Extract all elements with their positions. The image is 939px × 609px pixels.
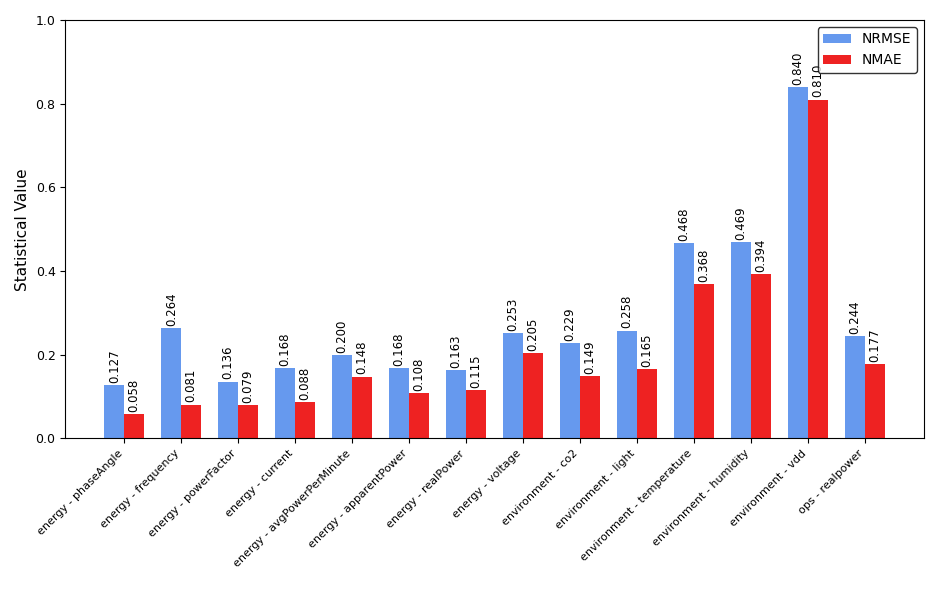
Bar	[239, 406, 258, 438]
Text: 0.108: 0.108	[412, 358, 425, 391]
Bar	[124, 414, 145, 438]
Text: 0.088: 0.088	[299, 366, 312, 400]
Bar	[523, 353, 543, 438]
Bar	[104, 385, 124, 438]
Text: 0.081: 0.081	[185, 369, 198, 403]
Text: 0.229: 0.229	[563, 307, 577, 340]
Text: 0.136: 0.136	[222, 346, 235, 379]
Bar	[352, 376, 372, 438]
Bar	[295, 402, 316, 438]
Bar	[503, 333, 523, 438]
Text: 0.168: 0.168	[393, 333, 406, 366]
Text: 0.149: 0.149	[583, 340, 596, 374]
Bar	[181, 404, 201, 438]
Text: 0.079: 0.079	[241, 370, 254, 403]
Bar	[674, 242, 694, 438]
Text: 0.148: 0.148	[356, 341, 369, 375]
Text: 0.394: 0.394	[755, 238, 767, 272]
Bar	[332, 355, 352, 438]
Text: 0.264: 0.264	[164, 292, 177, 326]
Bar	[390, 368, 409, 438]
Text: 0.127: 0.127	[108, 350, 121, 383]
Bar	[617, 331, 637, 438]
Text: 0.253: 0.253	[507, 297, 519, 331]
Bar	[409, 393, 429, 438]
Bar	[580, 376, 600, 438]
Bar	[561, 343, 580, 438]
Bar	[845, 336, 865, 438]
Legend: NRMSE, NMAE: NRMSE, NMAE	[818, 27, 917, 73]
Bar	[788, 87, 808, 438]
Text: 0.165: 0.165	[640, 334, 654, 367]
Text: 0.840: 0.840	[792, 52, 805, 85]
Text: 0.258: 0.258	[621, 295, 634, 328]
Bar	[637, 370, 657, 438]
Text: 0.168: 0.168	[279, 333, 292, 366]
Text: 0.205: 0.205	[527, 317, 540, 351]
Text: 0.469: 0.469	[734, 206, 747, 240]
Text: 0.177: 0.177	[869, 329, 882, 362]
Y-axis label: Statistical Value: Statistical Value	[15, 168, 30, 290]
Bar	[808, 99, 828, 438]
Bar	[865, 364, 885, 438]
Bar	[218, 382, 239, 438]
Text: 0.058: 0.058	[128, 379, 141, 412]
Bar	[275, 368, 295, 438]
Bar	[694, 284, 714, 438]
Text: 0.244: 0.244	[849, 301, 862, 334]
Text: 0.468: 0.468	[678, 207, 690, 241]
Bar	[446, 370, 466, 438]
Text: 0.163: 0.163	[450, 335, 463, 368]
Text: 0.200: 0.200	[336, 319, 348, 353]
Bar	[162, 328, 181, 438]
Text: 0.115: 0.115	[470, 355, 483, 389]
Text: 0.368: 0.368	[698, 249, 711, 283]
Bar	[731, 242, 751, 438]
Text: 0.810: 0.810	[811, 64, 824, 97]
Bar	[466, 390, 486, 438]
Bar	[751, 273, 771, 438]
